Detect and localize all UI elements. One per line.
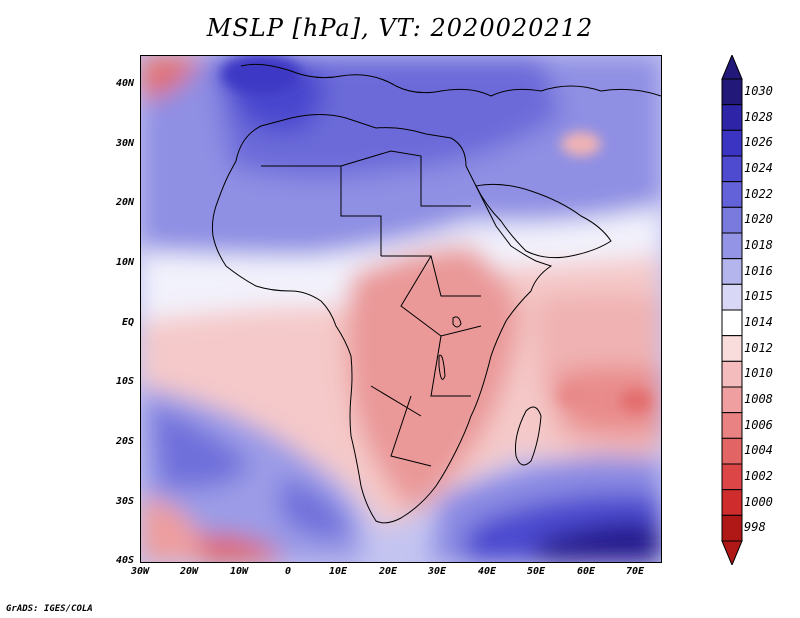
colorbar-label: 998 <box>744 520 766 535</box>
lat-label-30s: 30S <box>115 496 134 507</box>
high-pressure-south-indian-max <box>531 523 661 562</box>
low-pressure-mascarene <box>551 367 661 433</box>
colorbar-segment <box>721 283 743 311</box>
high-pressure-south-atlantic-core <box>151 406 251 489</box>
colorbar-label: 1014 <box>744 314 773 329</box>
lon-label-30w: 30W <box>130 566 150 577</box>
lon-label-10e: 10E <box>328 566 348 577</box>
colorbar-label: 1024 <box>744 160 773 175</box>
madagascar-coastline <box>515 406 542 466</box>
low-pressure-cyclone-west <box>559 386 583 406</box>
lat-label-40n: 40N <box>115 78 134 89</box>
colorbar-segment <box>721 463 743 491</box>
colorbar-label: 1030 <box>744 83 773 98</box>
low-pressure-cyclone-east <box>620 389 652 413</box>
lon-label-0: 0 <box>284 566 292 577</box>
colorbar-segment <box>721 206 743 234</box>
lon-label-40e: 40E <box>477 566 497 577</box>
colorbar-segment <box>721 78 743 106</box>
colorbar-label: 1026 <box>744 135 773 150</box>
pressure-map <box>140 55 662 563</box>
colorbar-segment <box>721 232 743 260</box>
colorbar-segment <box>721 258 743 285</box>
lat-label-10s: 10S <box>115 376 134 387</box>
colorbar-segment <box>721 181 743 208</box>
colorbar-segment <box>721 386 743 414</box>
colorbar-label: 1022 <box>744 186 773 201</box>
pressure-field <box>141 56 661 562</box>
lat-label-40s: 40S <box>115 555 134 566</box>
colorbar-segment <box>721 412 743 439</box>
colorbar-label: 1018 <box>744 237 773 252</box>
low-pressure-persian-gulf <box>561 132 601 156</box>
low-pressure-south-atlantic <box>201 535 281 562</box>
colorbar-label: 1012 <box>744 340 773 355</box>
low-pressure-northwest <box>141 56 201 101</box>
lon-label-70e: 70E <box>625 566 645 577</box>
arabia-coastline <box>475 183 612 259</box>
colorbar-segment <box>721 129 743 157</box>
colorbar-label: 1028 <box>744 109 773 124</box>
lon-label-20e: 20E <box>378 566 398 577</box>
low-pressure-southwest <box>141 496 201 562</box>
colorbar <box>721 55 743 565</box>
colorbar-label: 1010 <box>744 366 773 381</box>
colorbar-label: 1008 <box>744 391 773 406</box>
lon-label-50e: 50E <box>526 566 546 577</box>
colorbar-label: 1006 <box>744 417 773 432</box>
colorbar-segment <box>721 335 743 362</box>
lat-label-20n: 20N <box>115 197 134 208</box>
colorbar-segment <box>721 489 743 516</box>
colorbar-label: 1000 <box>744 494 773 509</box>
lon-label-20w: 20W <box>179 566 199 577</box>
colorbar-label: 1004 <box>744 443 773 458</box>
lon-label-30e: 30E <box>427 566 447 577</box>
lat-label-10n: 10N <box>115 257 134 268</box>
colorbar-label: 1016 <box>744 263 773 278</box>
colorbar-segment <box>721 437 743 465</box>
coastlines <box>211 63 661 524</box>
lat-label-20s: 20S <box>115 436 134 447</box>
high-pressure-south-atlantic-core-2 <box>281 476 351 539</box>
colorbar-segment <box>721 155 743 183</box>
lon-label-10w: 10W <box>229 566 249 577</box>
colorbar-arrow-low <box>721 540 743 565</box>
colorbar-label: 1002 <box>744 468 773 483</box>
europe-coastline <box>240 63 661 97</box>
colorbar-segment <box>721 514 743 542</box>
colorbar-segment <box>721 360 743 388</box>
map-title: MSLP [hPa], VT: 2020020212 <box>206 14 594 42</box>
lat-label-eq: EQ <box>121 317 134 328</box>
lat-label-30n: 30N <box>115 138 134 149</box>
colorbar-segment <box>721 104 743 131</box>
colorbar-label: 1020 <box>744 212 773 227</box>
country-borders <box>261 150 482 467</box>
great-lakes <box>438 316 462 380</box>
colorbar-label: 1015 <box>744 289 773 304</box>
colorbar-arrow-high <box>721 55 743 80</box>
colorbar-segment <box>721 309 743 337</box>
credit-text: GrADS: IGES/COLA <box>6 604 93 614</box>
lon-label-60e: 60E <box>576 566 596 577</box>
